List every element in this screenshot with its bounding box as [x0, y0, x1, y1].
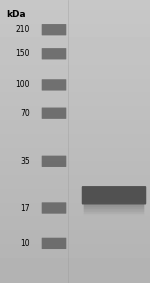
- FancyBboxPatch shape: [42, 48, 66, 59]
- Text: 150: 150: [15, 49, 30, 58]
- Text: 17: 17: [20, 203, 30, 213]
- FancyBboxPatch shape: [42, 108, 66, 119]
- FancyBboxPatch shape: [42, 79, 66, 91]
- Text: 10: 10: [20, 239, 30, 248]
- FancyBboxPatch shape: [42, 202, 66, 214]
- Text: 210: 210: [16, 25, 30, 34]
- FancyBboxPatch shape: [84, 207, 144, 211]
- FancyBboxPatch shape: [84, 209, 144, 212]
- FancyBboxPatch shape: [84, 204, 144, 207]
- Text: 35: 35: [20, 157, 30, 166]
- FancyBboxPatch shape: [84, 205, 144, 209]
- FancyBboxPatch shape: [42, 156, 66, 167]
- Text: 70: 70: [20, 109, 30, 118]
- FancyBboxPatch shape: [42, 238, 66, 249]
- FancyBboxPatch shape: [42, 24, 66, 35]
- FancyBboxPatch shape: [84, 202, 144, 205]
- Text: 100: 100: [15, 80, 30, 89]
- FancyBboxPatch shape: [84, 211, 144, 214]
- FancyBboxPatch shape: [82, 186, 146, 204]
- Text: kDa: kDa: [6, 10, 26, 19]
